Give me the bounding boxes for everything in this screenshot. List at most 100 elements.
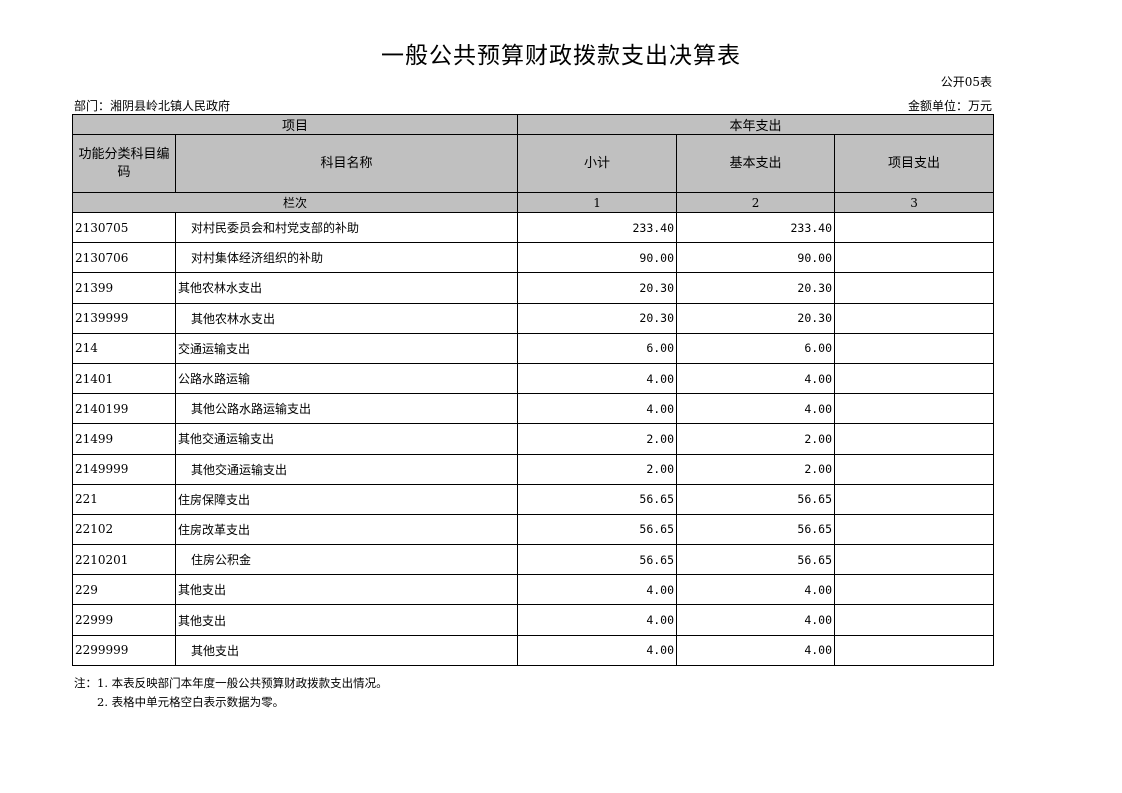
row-basic: 4.00 — [676, 393, 836, 425]
page-title: 一般公共预算财政拨款支出决算表 — [381, 43, 741, 69]
row-basic: 4.00 — [676, 362, 836, 395]
table-row: 229 其他支出 4.00 4.00 — [72, 574, 995, 606]
row-code: 22999 — [72, 604, 176, 636]
table-row: 22999 其他支出 4.00 4.00 — [72, 604, 995, 636]
row-subtotal: 4.00 — [517, 574, 678, 606]
row-basic: 6.00 — [676, 332, 836, 364]
header-name: 科目名称 — [174, 134, 519, 193]
table-row: 221 住房保障支出 56.65 56.65 — [72, 483, 995, 515]
row-basic: 4.00 — [676, 634, 836, 666]
table-row: 2130705 对村民委员会和村党支部的补助 233.40 233.40 — [72, 211, 995, 244]
row-project — [834, 211, 995, 244]
header-code: 功能分类科目编码 — [72, 134, 176, 193]
table-row: 2299999 其他支出 4.00 4.00 — [72, 634, 995, 666]
row-project — [834, 453, 995, 485]
row-project — [834, 574, 995, 606]
table-row: 22102 住房改革支出 56.65 56.65 — [72, 513, 995, 546]
row-code: 2299999 — [72, 634, 176, 666]
department-label: 部门：湘阴县岭北镇人民政府 — [74, 99, 231, 113]
row-subtotal: 4.00 — [517, 634, 678, 666]
row-code: 21399 — [72, 272, 176, 304]
note-1: 注：1. 本表反映部门本年度一般公共预算财政拨款支出情况。 — [74, 676, 388, 690]
row-basic: 4.00 — [676, 574, 836, 606]
table-number: 公开05表 — [940, 75, 992, 89]
row-code: 221 — [72, 483, 176, 515]
row-basic: 2.00 — [676, 423, 836, 455]
amount-unit-label: 金额单位：万元 — [907, 99, 992, 113]
row-code: 22102 — [72, 513, 176, 546]
row-project — [834, 634, 995, 666]
header-item: 项目 — [71, 114, 519, 135]
table-row: 2210201 住房公积金 56.65 56.65 — [72, 544, 995, 576]
header-column-no: 栏次 — [71, 192, 519, 213]
table-row: 2139999 其他农林水支出 20.30 20.30 — [72, 302, 995, 334]
row-subtotal: 2.00 — [517, 423, 678, 455]
row-subtotal: 56.65 — [517, 544, 678, 576]
row-project — [834, 302, 995, 334]
row-code: 2140199 — [72, 393, 176, 425]
header-col1: 1 — [517, 192, 678, 213]
row-name: 住房保障支出 — [174, 483, 519, 515]
row-name: 其他交通运输支出 — [174, 423, 519, 455]
table-row: 21401 公路水路运输 4.00 4.00 — [72, 362, 995, 395]
row-name: 其他公路水路运输支出 — [174, 393, 519, 425]
row-code: 229 — [72, 574, 176, 606]
row-name: 交通运输支出 — [174, 332, 519, 364]
table-row: 21499 其他交通运输支出 2.00 2.00 — [72, 423, 995, 455]
row-code: 2210201 — [72, 544, 176, 576]
row-subtotal: 90.00 — [517, 242, 678, 274]
row-subtotal: 4.00 — [517, 604, 678, 636]
row-name: 其他支出 — [174, 634, 519, 666]
row-code: 2130706 — [72, 242, 176, 274]
row-basic: 90.00 — [676, 242, 836, 274]
row-project — [834, 242, 995, 274]
row-code: 21401 — [72, 362, 176, 395]
row-code: 2139999 — [72, 302, 176, 334]
row-name: 其他支出 — [174, 604, 519, 636]
table-row: 21399 其他农林水支出 20.30 20.30 — [72, 272, 995, 304]
row-name: 其他农林水支出 — [174, 302, 519, 334]
row-name: 其他农林水支出 — [174, 272, 519, 304]
row-project — [834, 513, 995, 546]
header-basic: 基本支出 — [676, 134, 836, 193]
row-code: 21499 — [72, 423, 176, 455]
row-name: 其他交通运输支出 — [174, 453, 519, 485]
row-subtotal: 20.30 — [517, 302, 678, 334]
row-project — [834, 362, 995, 395]
table-row: 214 交通运输支出 6.00 6.00 — [72, 332, 995, 364]
row-name: 对村民委员会和村党支部的补助 — [174, 211, 519, 244]
header-current-year: 本年支出 — [517, 114, 995, 135]
row-name: 公路水路运输 — [174, 362, 519, 395]
row-subtotal: 4.00 — [517, 362, 678, 395]
row-subtotal: 20.30 — [517, 272, 678, 304]
row-name: 对村集体经济组织的补助 — [174, 242, 519, 274]
table-body: 2130705 对村民委员会和村党支部的补助 233.40 233.40 2130706… — [72, 211, 995, 666]
row-subtotal: 233.40 — [517, 211, 678, 244]
row-code: 214 — [72, 332, 176, 364]
row-project — [834, 332, 995, 364]
header-subtotal: 小计 — [517, 134, 678, 193]
note-2: 2. 表格中单元格空白表示数据为零。 — [97, 695, 285, 709]
row-basic: 56.65 — [676, 544, 836, 576]
header-project: 项目支出 — [834, 134, 995, 193]
row-project — [834, 423, 995, 455]
row-subtotal: 4.00 — [517, 393, 678, 425]
row-subtotal: 2.00 — [517, 453, 678, 485]
header-col2: 2 — [676, 192, 836, 213]
row-basic: 4.00 — [676, 604, 836, 636]
row-basic: 20.30 — [676, 272, 836, 304]
row-subtotal: 6.00 — [517, 332, 678, 364]
row-basic: 233.40 — [676, 211, 836, 244]
table-row: 2149999 其他交通运输支出 2.00 2.00 — [72, 453, 995, 485]
header-col3: 3 — [834, 192, 995, 213]
table-row: 2130706 对村集体经济组织的补助 90.00 90.00 — [72, 242, 995, 274]
row-subtotal: 56.65 — [517, 483, 678, 515]
row-project — [834, 483, 995, 515]
row-name: 住房公积金 — [174, 544, 519, 576]
row-project — [834, 272, 995, 304]
row-project — [834, 393, 995, 425]
table-row: 2140199 其他公路水路运输支出 4.00 4.00 — [72, 393, 995, 425]
row-subtotal: 56.65 — [517, 513, 678, 546]
row-name: 住房改革支出 — [174, 513, 519, 546]
notes: 注：1. 本表反映部门本年度一般公共预算财政拨款支出情况。 2. 表格中单元格空… — [74, 674, 388, 712]
